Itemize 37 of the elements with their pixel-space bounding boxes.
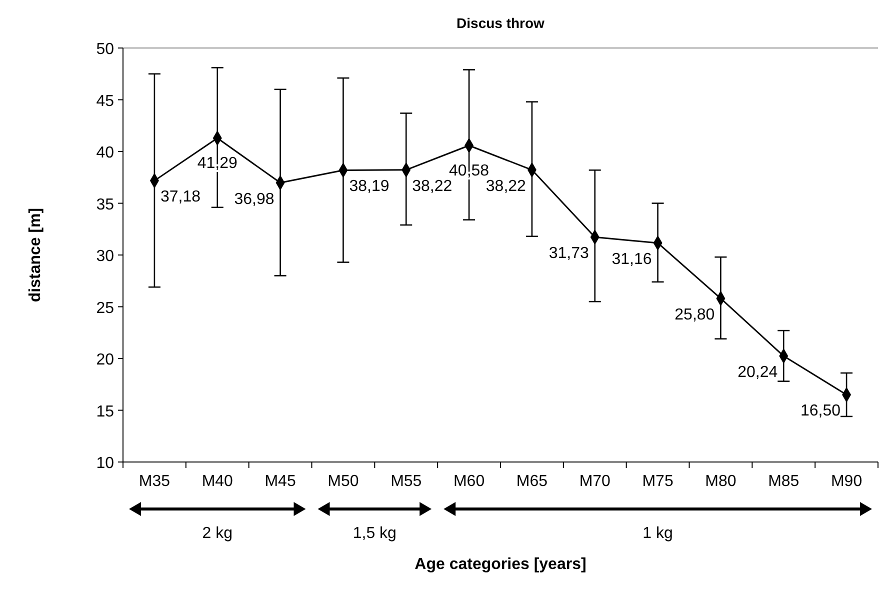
y-tick-label: 40 — [96, 144, 114, 162]
x-tick-label: M55 — [390, 473, 422, 490]
y-tick-label: 45 — [96, 92, 114, 110]
x-tick-label: M80 — [705, 473, 736, 490]
x-tick-label: M35 — [138, 473, 170, 490]
y-tick-label: 25 — [96, 300, 114, 317]
x-tick-label: M65 — [516, 473, 548, 490]
data-label: 38,22 — [412, 178, 452, 195]
x-axis-title: Age categories [years] — [414, 556, 586, 573]
y-axis-title: distance [m] — [27, 208, 44, 302]
text: 1 kg — [642, 525, 673, 542]
x-tick-label: M90 — [830, 473, 862, 490]
data-label: 31,16 — [612, 250, 652, 268]
data-label: 31,73 — [548, 245, 589, 262]
x-tick-label: M75 — [642, 473, 674, 490]
x-tick-label: M60 — [453, 473, 485, 490]
y-tick-label: 30 — [96, 248, 114, 265]
data-label: 36,98 — [234, 190, 274, 208]
y-tick-label: 15 — [96, 403, 114, 420]
data-label: 25,80 — [674, 306, 715, 324]
data-label: 16,50 — [800, 402, 841, 420]
y-tick-label: 10 — [96, 455, 114, 472]
y-tick-label: 20 — [96, 352, 114, 368]
text: 1,5 kg — [352, 525, 396, 542]
y-tick-label: 50 — [96, 41, 114, 58]
data-label: 38,19 — [349, 178, 390, 196]
x-tick-label: M45 — [264, 473, 296, 490]
x-tick-label: M50 — [328, 473, 359, 490]
x-tick-label: M70 — [579, 473, 611, 490]
data-label: 37,18 — [160, 188, 201, 206]
chart-title: Discus throw — [456, 15, 545, 31]
text: 2 kg — [202, 525, 232, 542]
data-label: 20,24 — [738, 364, 778, 382]
data-label: 38,22 — [486, 178, 526, 195]
x-tick-label: M85 — [768, 473, 800, 490]
x-tick-label: M40 — [202, 473, 234, 490]
y-tick-label: 35 — [96, 196, 114, 214]
